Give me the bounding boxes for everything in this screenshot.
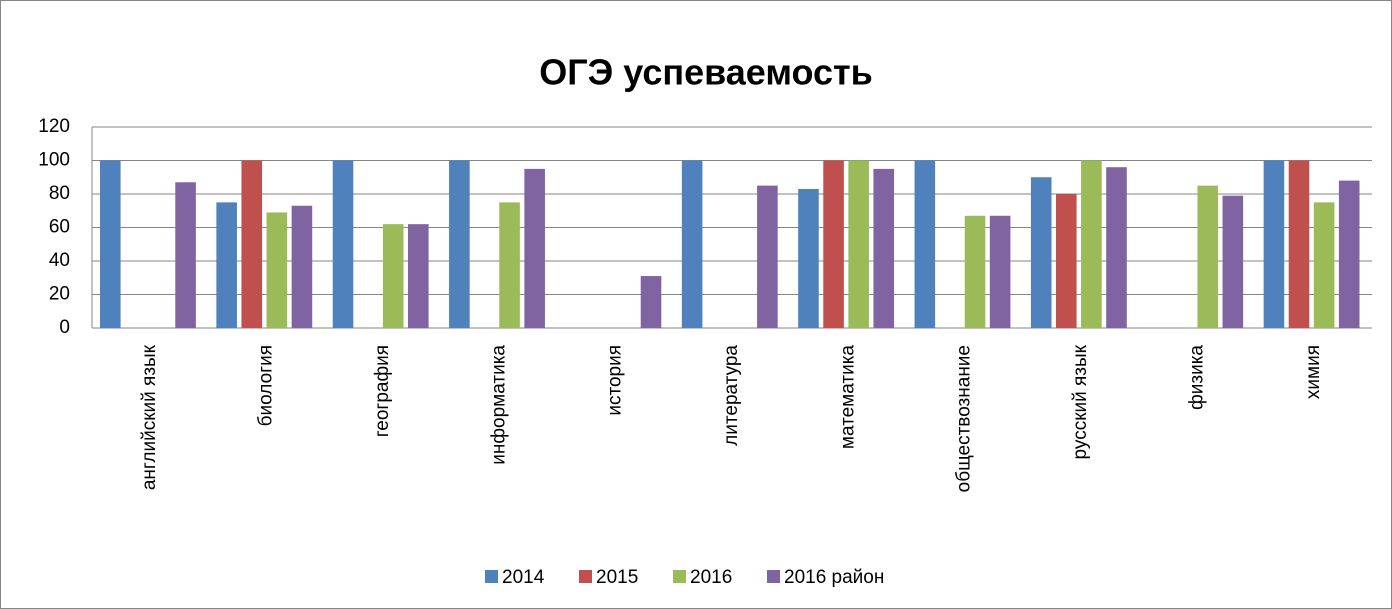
y-tick-label: 40 bbox=[49, 250, 70, 271]
bar bbox=[1106, 167, 1127, 328]
x-tick-label: обществознание bbox=[954, 345, 975, 492]
y-tick-label: 100 bbox=[38, 150, 70, 171]
bar bbox=[499, 202, 520, 328]
y-tick-label: 60 bbox=[49, 217, 70, 238]
legend-swatch bbox=[485, 570, 498, 583]
bar bbox=[873, 168, 895, 328]
legend-label: 2014 bbox=[502, 567, 545, 588]
bar bbox=[1056, 194, 1077, 328]
legend-label: 2016 район bbox=[784, 567, 884, 588]
bar bbox=[332, 160, 354, 328]
legend-label: 2016 bbox=[690, 567, 732, 588]
bar bbox=[1222, 195, 1244, 328]
legend-swatch bbox=[579, 570, 592, 583]
x-tick-label: математика bbox=[837, 345, 858, 450]
chart-title: ОГЭ успеваемость bbox=[539, 52, 873, 93]
bar bbox=[175, 182, 196, 328]
bar bbox=[823, 160, 844, 328]
x-tick-label: русский язык bbox=[1070, 344, 1091, 459]
x-tick-label: литература bbox=[721, 345, 742, 446]
bar bbox=[216, 202, 237, 328]
bar bbox=[1338, 180, 1360, 328]
x-tick-label: биология bbox=[256, 345, 277, 426]
bar bbox=[266, 212, 288, 328]
x-tick-label: химия bbox=[1303, 345, 1324, 399]
y-tick-label: 0 bbox=[59, 317, 70, 338]
bar bbox=[1263, 160, 1285, 328]
legend-label: 2015 bbox=[596, 567, 638, 588]
bar bbox=[964, 215, 986, 328]
bar bbox=[798, 188, 819, 328]
bar bbox=[382, 224, 404, 328]
y-tick-label: 120 bbox=[38, 116, 70, 137]
x-tick-label: география bbox=[372, 345, 393, 437]
x-tick-label: история bbox=[605, 345, 626, 416]
bar bbox=[524, 168, 545, 328]
x-tick-label: информатика bbox=[488, 345, 509, 465]
bar bbox=[681, 160, 703, 328]
bar bbox=[914, 160, 936, 328]
bar bbox=[640, 276, 662, 328]
legend-swatch bbox=[673, 570, 686, 583]
legend-swatch bbox=[767, 570, 780, 583]
bar bbox=[241, 160, 263, 328]
bar bbox=[449, 160, 470, 328]
bar bbox=[1197, 185, 1219, 328]
x-tick-label: английский язык bbox=[139, 344, 160, 490]
bar bbox=[100, 160, 121, 328]
bar bbox=[1288, 160, 1310, 328]
bar bbox=[408, 224, 429, 328]
y-tick-label: 20 bbox=[49, 284, 70, 305]
bar bbox=[757, 185, 778, 328]
bar bbox=[848, 160, 869, 328]
bar bbox=[1081, 160, 1102, 328]
bar bbox=[1030, 177, 1052, 328]
bar bbox=[1313, 202, 1335, 328]
y-tick-label: 80 bbox=[49, 183, 70, 204]
bar bbox=[291, 205, 313, 328]
x-tick-label: физика bbox=[1186, 345, 1207, 410]
bar bbox=[989, 215, 1011, 328]
